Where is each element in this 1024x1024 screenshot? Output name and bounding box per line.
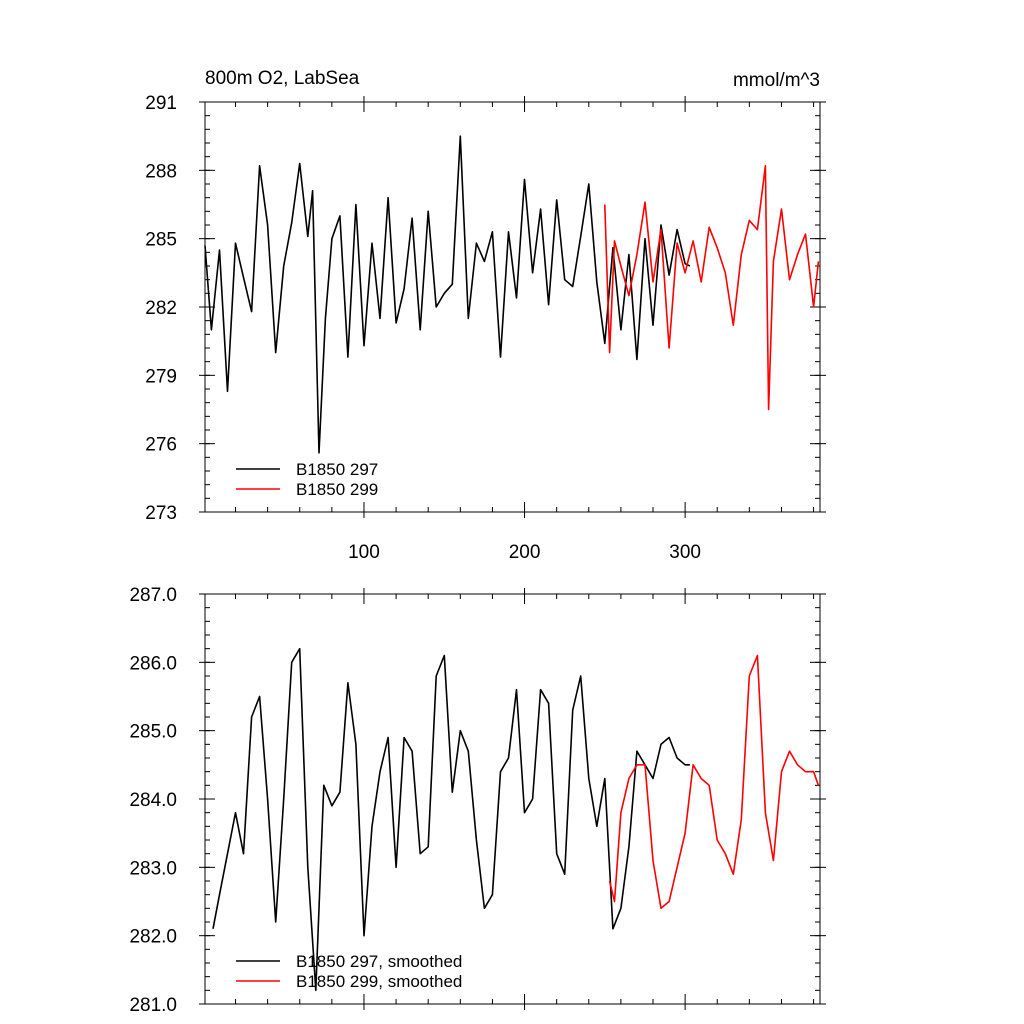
y-tick-label: 285 [145,230,177,251]
y-tick-label: 284.0 [129,790,177,811]
y-tick-label: 285.0 [129,722,177,743]
y-tick-label: 291 [145,93,177,114]
x-tick-label: 200 [509,542,541,563]
bottom-panel: 281.0 282.0 283.0 284.0 285.0 286.0 287.0 B185… [129,585,826,1016]
x-tick-label: 100 [348,542,380,563]
y-tick-label: 281.0 [129,995,177,1016]
y-tick-label: 286.0 [129,653,177,674]
y-tick-label: 283.0 [129,858,177,879]
y-tick-label: 279 [145,366,177,387]
y-tick-label: 287.0 [129,585,177,606]
series-line-2 [608,654,820,910]
legend-label-2: B1850 299, smoothed [296,972,462,991]
legend-label-2: B1850 299 [296,480,378,499]
x-tick-label: 300 [669,542,701,563]
plot-frame [204,101,821,513]
y-tick-label: 282.0 [129,927,177,948]
y-tick-label: 288 [145,161,177,182]
y-tick-label: 282 [145,298,177,319]
units-label: mmol/m^3 [733,70,820,91]
legend-label-1: B1850 297 [296,460,378,479]
series-line-1 [212,647,690,992]
legend-label-1: B1850 297, smoothed [296,952,462,971]
chart-title: 800m O2, LabSea [205,68,360,89]
top-panel: 800m O2, LabSea mmol/m^3 100 200 300 273 276… [145,68,826,563]
series-line-1 [204,135,691,454]
y-tick-label: 276 [145,435,177,456]
series-line-2 [604,165,820,411]
plot-frame [204,593,821,1005]
y-tick-label: 273 [145,503,177,524]
